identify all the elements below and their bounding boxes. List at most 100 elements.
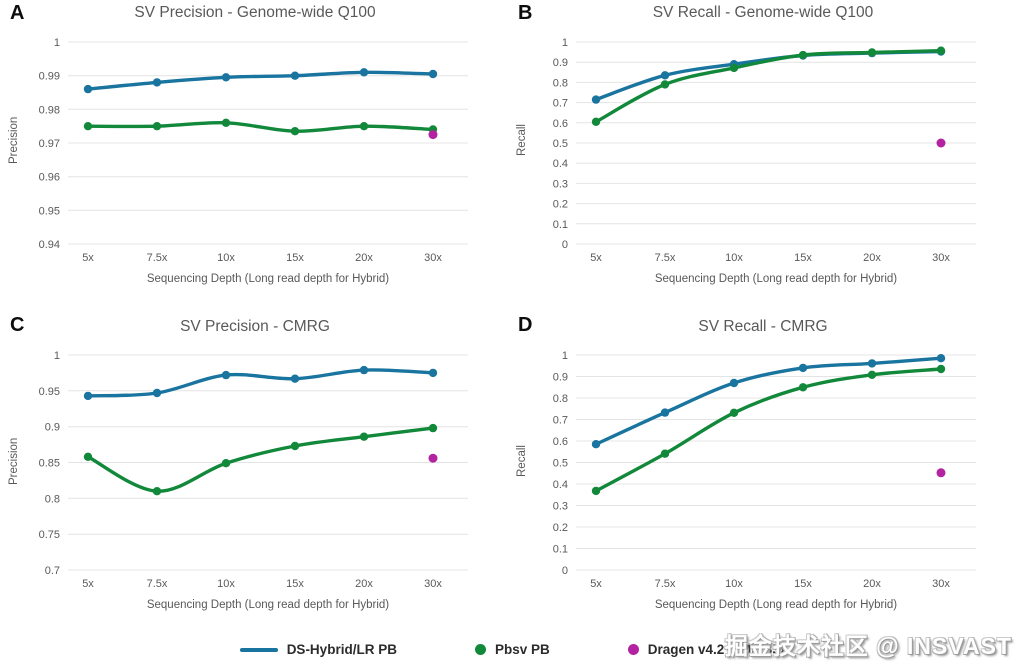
y-tick-label: 1 [54, 350, 60, 362]
data-point [83, 122, 93, 131]
panel-grid: A SV Precision - Genome-wide Q100 Precis… [0, 0, 1017, 611]
panel-letter-d: D [518, 314, 533, 336]
legend-label: DS-Hybrid/LR PB [286, 642, 397, 657]
series-line [594, 367, 943, 493]
legend-label: Dragen v4.2 ILMN 35x [647, 642, 788, 657]
data-point [83, 452, 93, 461]
x-axis-label: Sequencing Depth (Long read depth for Hy… [146, 599, 390, 611]
y-tick-label: 0.98 [39, 104, 60, 116]
x-tick-label: 15x [794, 252, 812, 264]
data-point [660, 449, 670, 458]
y-tick-label: 1 [54, 37, 60, 49]
panel-letter-a: A [10, 2, 25, 24]
legend-label: Pbsv PB [494, 642, 550, 657]
data-point [221, 370, 231, 380]
x-tick-label: 7.5x [655, 578, 676, 590]
series-line [594, 49, 943, 124]
x-axis-label: Sequencing Depth (Long read depth for Hy… [654, 273, 898, 285]
y-tick-label: 0.6 [553, 436, 568, 448]
y-tick-label: 0.94 [39, 239, 60, 251]
legend-item-dragen: Dragen v4.2 ILMN 35x [627, 642, 788, 657]
x-tick-label: 30x [424, 252, 442, 264]
x-tick-label: 5x [590, 578, 602, 590]
y-tick-label: 0.97 [39, 138, 60, 150]
x-tick-label: 30x [932, 578, 950, 590]
y-tick-label: 0.7 [553, 98, 568, 110]
scatter-point [428, 453, 438, 463]
x-tick-label: 20x [355, 252, 373, 264]
data-point [729, 63, 739, 73]
data-point [221, 73, 231, 82]
series-line [86, 426, 435, 493]
x-tick-label: 30x [932, 252, 950, 264]
panel-letter-b: B [518, 2, 533, 24]
data-point [591, 95, 601, 104]
x-tick-label: 10x [725, 252, 743, 264]
data-point [936, 354, 946, 363]
y-axis-label: Recall [516, 124, 528, 156]
chart-title: SV Precision - CMRG [180, 318, 330, 335]
x-tick-label: 15x [794, 578, 812, 590]
x-tick-label: 5x [590, 252, 602, 264]
y-tick-label: 0.5 [553, 458, 568, 470]
data-point [152, 78, 162, 87]
x-tick-label: 20x [355, 578, 373, 590]
x-tick-label: 15x [286, 252, 304, 264]
data-point [359, 68, 369, 77]
data-point [867, 370, 877, 379]
chart-plot: 1 0.9 0.8 0.7 0.6 0.5 0.4 0.3 0.2 0.1 0 5x 7.5x 10x 15… [553, 350, 976, 590]
scatter-point [936, 468, 946, 478]
data-point [83, 84, 93, 94]
x-tick-label: 30x [424, 578, 442, 590]
y-tick-label: 0.95 [39, 205, 60, 217]
data-point [221, 118, 231, 128]
data-point [729, 408, 739, 417]
data-point [729, 378, 739, 388]
x-tick-label: 15x [286, 578, 304, 590]
data-point [660, 80, 670, 89]
y-tick-label: 0 [562, 565, 568, 577]
scatter-point [936, 138, 946, 148]
scatter-point [428, 130, 438, 140]
y-tick-label: 0.9 [45, 422, 60, 434]
legend-item-hybrid: DS-Hybrid/LR PB [239, 642, 397, 657]
x-tick-label: 7.5x [655, 252, 676, 264]
panel-letter-c: C [10, 314, 25, 336]
y-tick-label: 0.9 [553, 372, 568, 384]
y-tick-label: 0.5 [553, 138, 568, 150]
x-tick-label: 10x [725, 578, 743, 590]
data-point [290, 127, 300, 136]
x-tick-label: 20x [863, 578, 881, 590]
data-point [798, 50, 808, 60]
y-axis-label: Precision [8, 437, 20, 485]
y-axis-label: Recall [516, 445, 528, 477]
x-tick-label: 7.5x [147, 252, 168, 264]
chart-plot: 1 0.99 0.98 0.97 0.96 0.95 0.94 5x 7.5x 10x 15x 20x… [39, 37, 468, 264]
chart-title: SV Recall - Genome-wide Q100 [652, 4, 874, 21]
chart-legend: DS-Hybrid/LR PB Pbsv PB Dragen v4.2 ILMN… [0, 630, 1017, 669]
y-tick-label: 0.3 [553, 501, 568, 513]
chart-panel-a: A SV Precision - Genome-wide Q100 Precis… [0, 0, 508, 300]
data-point [152, 487, 162, 496]
x-axis-label: Sequencing Depth (Long read depth for Hy… [654, 599, 898, 611]
y-tick-label: 1 [562, 37, 568, 49]
chart-title: SV Precision - Genome-wide Q100 [134, 4, 376, 21]
y-tick-label: 0.1 [553, 219, 568, 231]
data-point [359, 365, 369, 375]
legend-item-pbsv: Pbsv PB [474, 642, 550, 657]
series-line [594, 356, 943, 446]
y-tick-label: 0.2 [553, 199, 568, 211]
data-point [83, 391, 93, 401]
line-marker-icon [239, 647, 278, 652]
y-tick-label: 0.4 [553, 158, 568, 170]
x-tick-label: 10x [217, 578, 235, 590]
dot-marker-icon [474, 644, 486, 655]
chart-plot: 1 0.9 0.8 0.7 0.6 0.5 0.4 0.3 0.2 0.1 0 5x 7.5x 10x 15… [553, 37, 976, 264]
data-point [428, 423, 438, 433]
y-tick-label: 0.8 [45, 493, 60, 505]
data-point [152, 122, 162, 131]
data-point [591, 117, 601, 127]
data-point [428, 69, 438, 79]
